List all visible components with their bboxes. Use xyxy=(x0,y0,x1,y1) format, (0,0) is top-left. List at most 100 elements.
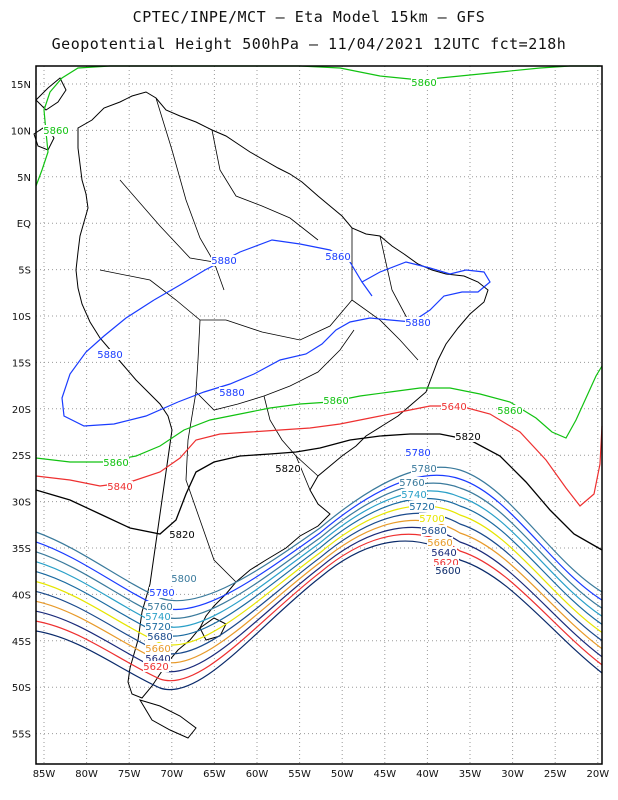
contour-label: 5860 xyxy=(43,126,68,137)
contour-label: 5600 xyxy=(435,566,460,577)
lat-label: 45S xyxy=(12,637,31,648)
contour-5740 xyxy=(35,490,603,628)
contour-label: 5720 xyxy=(145,622,170,633)
contour-label: 5640 xyxy=(145,654,170,665)
map-title-line1: CPTEC/INPE/MCT – Eta Model 15km – GFS xyxy=(132,8,486,26)
map-title-line2: Geopotential Height 500hPa – 11/04/2021 … xyxy=(51,35,567,53)
contour-label: 5760 xyxy=(399,478,424,489)
contour-5680 xyxy=(35,512,603,655)
lon-label: 45W xyxy=(373,769,396,780)
contour-5620 xyxy=(35,533,603,682)
contour-label-bg xyxy=(169,529,195,540)
contour-label: 5820 xyxy=(455,432,480,443)
lon-label: 55W xyxy=(288,769,311,780)
map-frame xyxy=(35,65,603,765)
contour-label: 5620 xyxy=(143,662,168,673)
contour-label: 5700 xyxy=(419,514,444,525)
contour-label-bg xyxy=(143,661,169,672)
lon-label: 20W xyxy=(586,769,609,780)
contour-label: 5740 xyxy=(401,490,426,501)
contour-label-bg xyxy=(411,463,437,474)
contour-label: 5820 xyxy=(169,530,194,541)
contour-label-bg xyxy=(405,317,431,328)
contour-label: 5740 xyxy=(145,612,170,623)
lat-label: 35S xyxy=(12,544,31,555)
contour-label: 5860 xyxy=(325,252,350,263)
contour-label: 5800 xyxy=(171,574,196,585)
contour-label: 5880 xyxy=(405,318,430,329)
contour-label: 5660 xyxy=(427,538,452,549)
contour-label-bg xyxy=(107,481,133,492)
contour-label-bg xyxy=(399,477,425,488)
contour-label: 5860 xyxy=(323,396,348,407)
contour-label-bg xyxy=(149,587,175,598)
lon-label: 65W xyxy=(203,769,226,780)
contour-label-bg xyxy=(275,463,301,474)
contour-label: 5780 xyxy=(149,588,174,599)
contour-label-bg xyxy=(43,125,69,136)
contour-label-bg xyxy=(433,557,459,568)
lon-label: 80W xyxy=(75,769,98,780)
contour-label: 5640 xyxy=(431,548,456,559)
lat-label: 55S xyxy=(12,730,31,741)
contour-label-bg xyxy=(145,621,171,632)
country-borders xyxy=(99,97,419,583)
contour-5700 xyxy=(35,505,603,646)
contour-label: 5860 xyxy=(103,458,128,469)
contour-label-bg xyxy=(435,565,461,576)
contour-labels: 5860 5860 5880 5860 5880 5880 5880 5860 5840 5860… xyxy=(43,77,523,673)
contour-label-bg xyxy=(419,513,445,524)
contour-label-bg xyxy=(211,255,237,266)
contour-label: 5720 xyxy=(409,502,434,513)
contour-label-bg xyxy=(401,489,427,500)
southern-contours xyxy=(35,466,603,691)
contour-label: 5680 xyxy=(421,526,446,537)
lon-label: 85W xyxy=(33,769,56,780)
contour-label-bg xyxy=(103,457,129,468)
contour-label-bg xyxy=(431,547,457,558)
contour-label: 5760 xyxy=(147,602,172,613)
contour-label-bg xyxy=(497,405,523,416)
contour-label-bg xyxy=(409,501,435,512)
contour-label: 5860 xyxy=(411,78,436,89)
contour-label-bg xyxy=(421,525,447,536)
lat-label: 30S xyxy=(12,498,31,509)
contour-label: 5880 xyxy=(97,350,122,361)
contour-label-bg xyxy=(145,653,171,664)
contour-label: 5780 xyxy=(405,448,430,459)
contour-label-bg xyxy=(171,573,197,584)
contour-label: 5840 xyxy=(107,482,132,493)
contour-label: 5680 xyxy=(147,632,172,643)
contour-label-bg xyxy=(411,77,437,88)
lat-label: 15N xyxy=(11,80,31,91)
lat-label: 10S xyxy=(12,312,31,323)
contour-label: 5780 xyxy=(411,464,436,475)
contour-label: 5640 xyxy=(441,402,466,413)
contour-label-bg xyxy=(97,349,123,360)
contour-label-bg xyxy=(427,537,453,548)
contour-5660 xyxy=(35,519,603,664)
contour-label-bg xyxy=(145,643,171,654)
contour-label-bg xyxy=(441,401,467,412)
contour-5760 xyxy=(35,482,603,619)
contour-label-bg xyxy=(219,387,245,398)
contour-5640 xyxy=(35,526,603,673)
lat-label: 5N xyxy=(17,173,31,184)
contour-5820 xyxy=(35,433,603,551)
contour-label-bg xyxy=(145,611,171,622)
contour-5780 xyxy=(35,474,603,611)
lon-label: 25W xyxy=(544,769,567,780)
lon-label: 60W xyxy=(246,769,269,780)
lat-label: 50S xyxy=(12,683,31,694)
contour-5840 xyxy=(35,405,603,507)
contour-5800 xyxy=(35,466,603,602)
lat-label: 15S xyxy=(12,358,31,369)
contour-label: 5820 xyxy=(275,464,300,475)
lon-label: 40W xyxy=(416,769,439,780)
contour-label-bg xyxy=(147,601,173,612)
lat-label: 20S xyxy=(12,405,31,416)
contour-5600 xyxy=(35,540,603,691)
contour-label: 5860 xyxy=(497,406,522,417)
contour-label: 5880 xyxy=(219,388,244,399)
